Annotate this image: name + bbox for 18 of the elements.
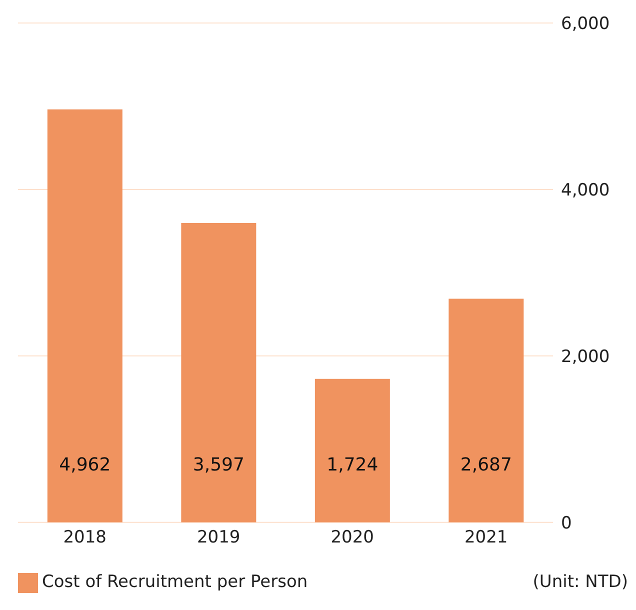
text: (Unit: NTD) xyxy=(532,572,628,592)
y-tick-label: 4,000 xyxy=(561,180,610,200)
data-label: 4,962 xyxy=(59,454,111,476)
x-tick-label: 2020 xyxy=(330,527,374,548)
y-tick-label: 0 xyxy=(561,513,572,534)
data-label: 2,687 xyxy=(460,454,512,476)
bar xyxy=(47,109,122,522)
x-tick-label: 2021 xyxy=(464,527,508,548)
y-tick-label: 2,000 xyxy=(561,346,610,367)
data-label: 3,597 xyxy=(192,454,244,476)
y-tick-label: 6,000 xyxy=(561,14,610,34)
legend-label: Cost of Recruitment per Person xyxy=(42,572,308,592)
bar xyxy=(314,378,390,522)
bar xyxy=(181,223,256,522)
bar xyxy=(448,298,524,522)
data-label: 1,724 xyxy=(326,454,378,476)
x-tick-label: 2019 xyxy=(196,527,240,548)
x-tick-label: 2018 xyxy=(63,527,107,548)
